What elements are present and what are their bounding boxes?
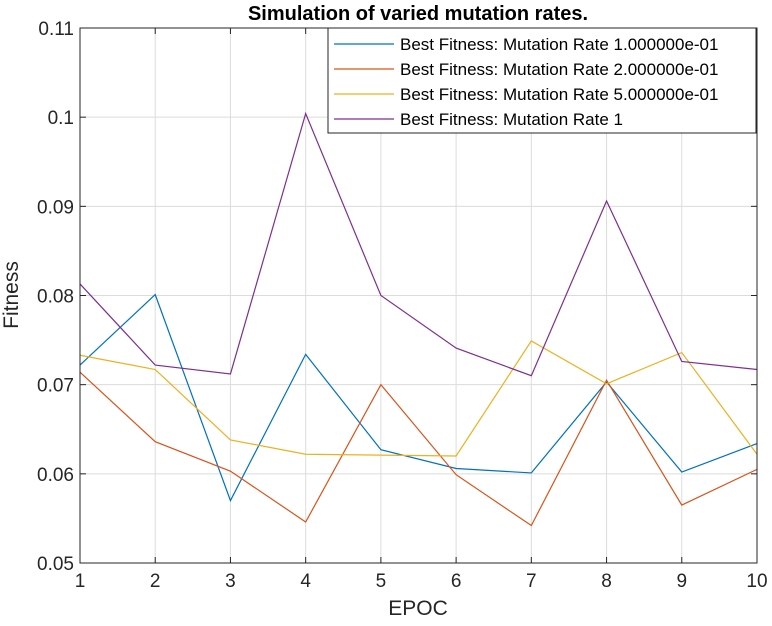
legend-label-2: Best Fitness: Mutation Rate 2.000000e-01 [400,60,718,79]
x-tick-label: 7 [526,571,537,592]
series-line-3 [79,340,758,457]
chart-title: Simulation of varied mutation rates. [248,3,588,25]
series-line-1 [79,293,758,503]
y-tick-label: 0.11 [38,19,74,40]
y-axis-label: Fitness [0,261,23,329]
y-tick-label: 0.09 [37,197,74,218]
legend-box [327,27,757,134]
x-tick-label: 6 [451,571,462,592]
legend-label-3: Best Fitness: Mutation Rate 5.000000e-01 [400,85,718,104]
series-line-4 [79,111,758,377]
legend: Best Fitness: Mutation Rate 1.000000e-01… [327,27,757,134]
y-tick-label: 0.05 [37,554,74,575]
series-lines [79,111,758,527]
y-tick-label: 0.07 [37,376,74,397]
x-tick-label: 9 [676,571,687,592]
legend-label-1: Best Fitness: Mutation Rate 1.000000e-01 [400,35,718,54]
x-tick-label: 4 [300,571,311,592]
x-tick-label: 8 [601,571,612,592]
x-axis-ticks: 1 2 3 4 5 6 7 8 9 10 [75,28,768,592]
x-tick-label: 1 [75,571,86,592]
y-tick-label: 0.08 [37,287,74,308]
y-axis-ticks: 0.05 0.06 0.07 0.08 0.09 0.1 0.11 [37,19,757,575]
x-tick-label: 10 [746,571,767,592]
legend-label-4: Best Fitness: Mutation Rate 1 [400,110,623,129]
series-line-2 [79,371,758,527]
x-axis-label: EPOC [388,597,448,620]
y-tick-label: 0.1 [48,108,74,129]
x-tick-label: 2 [150,571,161,592]
x-tick-label: 5 [376,571,387,592]
y-tick-label: 0.06 [37,465,74,486]
x-tick-label: 3 [225,571,236,592]
